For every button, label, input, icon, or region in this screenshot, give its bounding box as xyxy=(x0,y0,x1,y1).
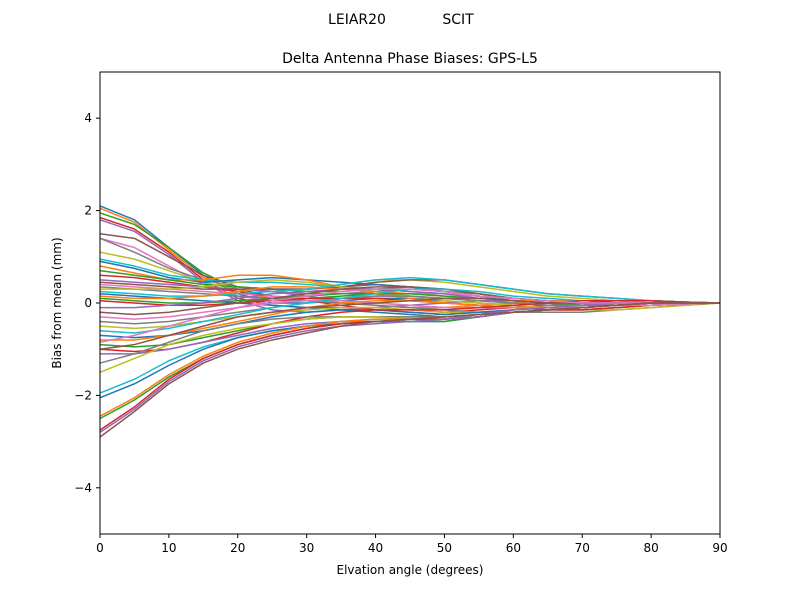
x-tick-label: 20 xyxy=(230,541,245,555)
series-line-37 xyxy=(99,288,720,344)
y-axis-label: Bias from mean (mm) xyxy=(50,237,64,368)
x-tick-label: 80 xyxy=(643,541,658,555)
y-tick-label: 4 xyxy=(84,111,92,125)
series-line-46 xyxy=(99,302,720,438)
y-tick-label: 2 xyxy=(84,204,92,218)
axis-ticks: 0 10 20 30 40 50 60 70 80 90 −4 −2 0 2 4 xyxy=(74,111,727,555)
x-tick-label: 70 xyxy=(575,541,590,555)
x-tick-label: 30 xyxy=(299,541,314,555)
chart-title: Delta Antenna Phase Biases: GPS-L5 xyxy=(282,51,538,67)
x-tick-label: 0 xyxy=(96,541,104,555)
x-axis-label: Elvation angle (degrees) xyxy=(337,563,484,577)
y-tick-label: 0 xyxy=(84,296,92,310)
x-tick-label: 10 xyxy=(161,541,176,555)
suptitle-right: SCIT xyxy=(442,12,474,28)
y-tick-label: −4 xyxy=(74,481,92,495)
x-tick-label: 60 xyxy=(506,541,521,555)
plot-frame xyxy=(99,71,721,535)
suptitle-left: LEIAR20 xyxy=(328,12,386,28)
series-lines xyxy=(99,205,721,438)
x-tick-label: 40 xyxy=(368,541,383,555)
x-tick-label: 90 xyxy=(712,541,727,555)
y-tick-label: −2 xyxy=(74,388,92,402)
x-tick-label: 50 xyxy=(437,541,452,555)
